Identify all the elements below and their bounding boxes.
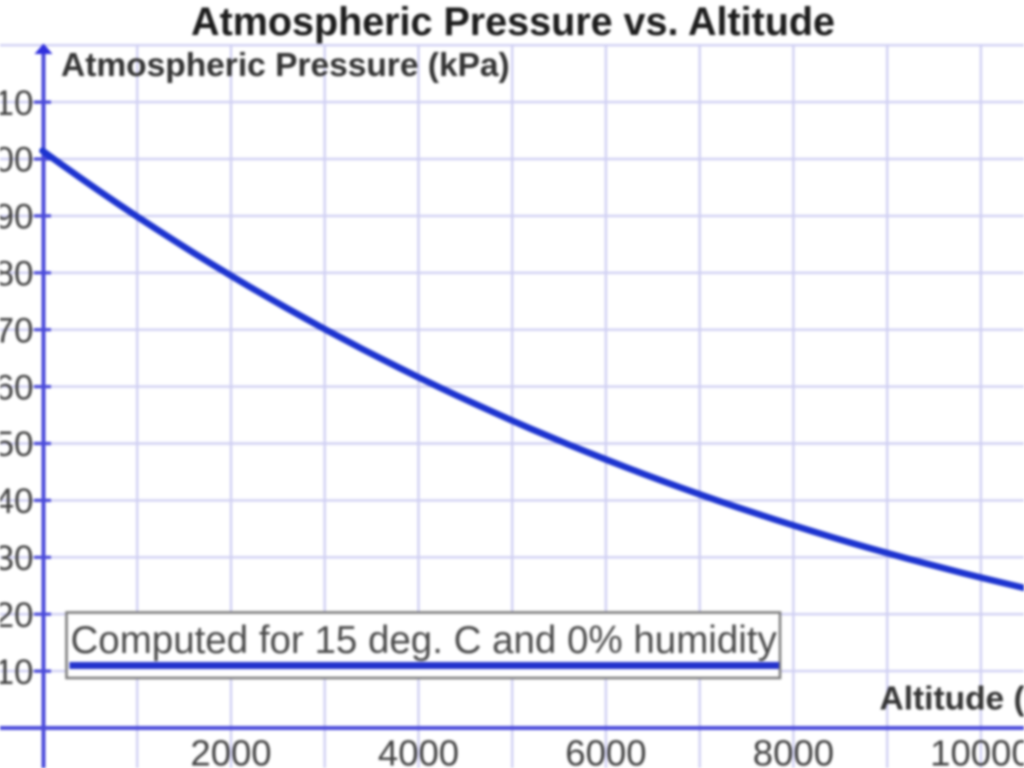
svg-text:50: 50 — [0, 425, 34, 464]
svg-text:Altitude (m): Altitude (m) — [880, 681, 1024, 718]
svg-text:40: 40 — [0, 482, 34, 521]
svg-text:60: 60 — [0, 368, 34, 407]
svg-text:80: 80 — [0, 255, 34, 294]
svg-text:30: 30 — [0, 539, 34, 578]
svg-text:10000: 10000 — [930, 733, 1024, 768]
svg-text:20: 20 — [0, 596, 34, 635]
svg-text:6000: 6000 — [565, 733, 646, 768]
svg-text:Atmospheric Pressure vs. Altit: Atmospheric Pressure vs. Altitude — [191, 0, 835, 44]
svg-text:100: 100 — [0, 141, 34, 180]
svg-text:90: 90 — [0, 198, 34, 237]
svg-text:10: 10 — [0, 653, 34, 692]
svg-text:8000: 8000 — [753, 733, 834, 768]
svg-text:70: 70 — [0, 311, 34, 350]
svg-text:Computed for 15 deg. C and 0%: Computed for 15 deg. C and 0% humidity — [71, 619, 778, 662]
svg-text:4000: 4000 — [378, 733, 459, 768]
svg-text:2000: 2000 — [190, 733, 271, 768]
svg-text:110: 110 — [0, 84, 34, 123]
svg-text:Atmospheric Pressure (kPa): Atmospheric Pressure (kPa) — [61, 47, 510, 84]
